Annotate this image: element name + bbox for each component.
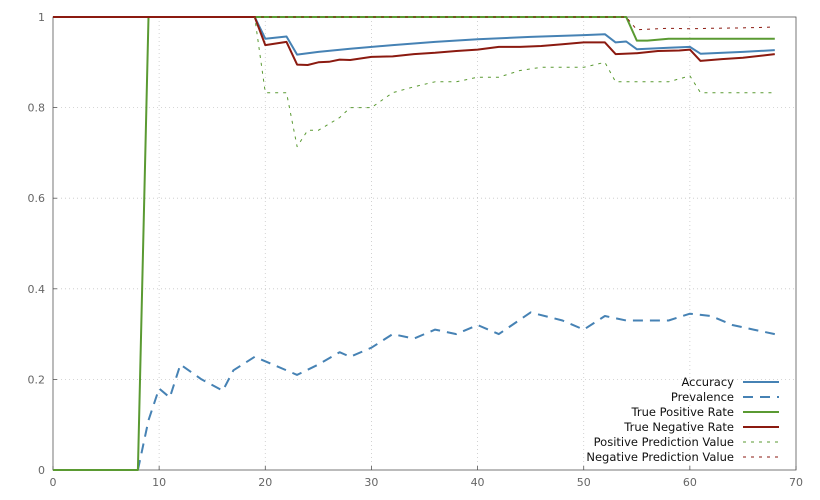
series-line-true-positive-rate bbox=[53, 16, 775, 471]
y-tick-label: 0.2 bbox=[28, 373, 46, 386]
axis-ticks: 0 10 20 30 40 50 60 70 0 0.2 0.4 0.6 0.8 1 bbox=[28, 11, 804, 489]
x-tick-label: 10 bbox=[152, 476, 166, 489]
series-line-accuracy bbox=[53, 16, 775, 56]
legend-label: Positive Prediction Value bbox=[594, 435, 734, 449]
y-tick-label: 0.4 bbox=[28, 283, 46, 296]
y-tick-label: 0 bbox=[38, 464, 45, 477]
series-line-negative-prediction-value bbox=[53, 16, 775, 31]
legend-label: Accuracy bbox=[681, 375, 734, 389]
legend-label: Negative Prediction Value bbox=[586, 450, 734, 464]
x-tick-label: 70 bbox=[789, 476, 803, 489]
series-line-positive-prediction-value bbox=[53, 16, 775, 148]
y-tick-label: 1 bbox=[38, 11, 45, 24]
x-tick-label: 50 bbox=[577, 476, 591, 489]
x-tick-label: 60 bbox=[683, 476, 697, 489]
legend-label: True Negative Rate bbox=[623, 420, 734, 434]
legend-label: True Positive Rate bbox=[631, 405, 734, 419]
x-tick-label: 30 bbox=[364, 476, 378, 489]
legend-label: Prevalence bbox=[671, 390, 734, 404]
x-tick-label: 20 bbox=[258, 476, 272, 489]
x-tick-label: 40 bbox=[471, 476, 485, 489]
y-tick-label: 0.6 bbox=[28, 192, 46, 205]
x-tick-label: 0 bbox=[50, 476, 57, 489]
series-line-true-negative-rate bbox=[53, 16, 775, 66]
series-line-prevalence bbox=[53, 311, 776, 471]
y-tick-label: 0.8 bbox=[28, 102, 46, 115]
series-lines bbox=[53, 16, 776, 471]
